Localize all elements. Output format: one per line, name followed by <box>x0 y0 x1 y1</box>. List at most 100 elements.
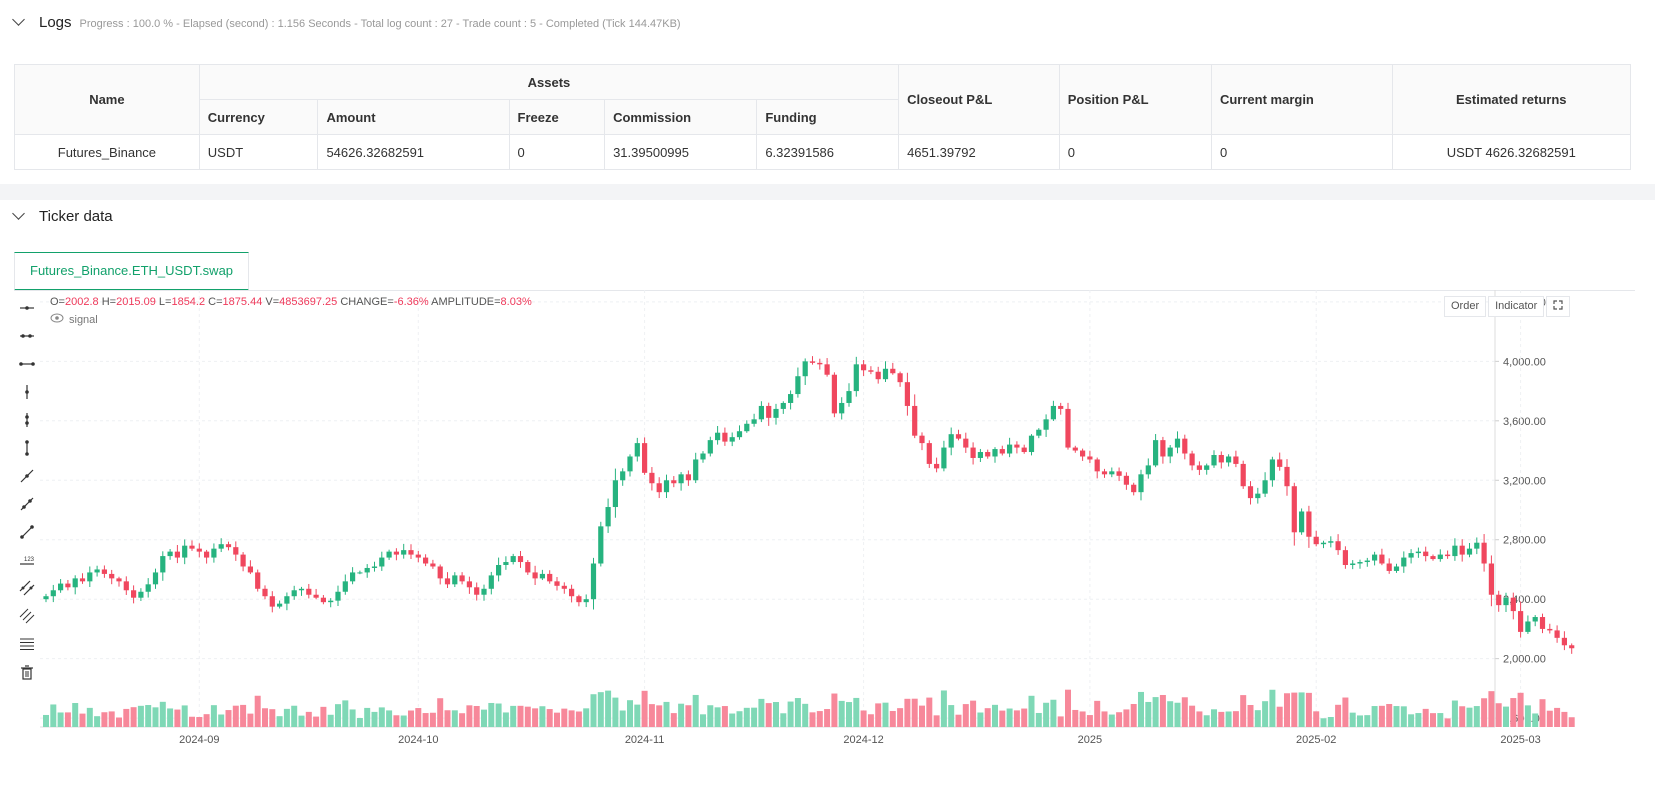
candle-body <box>167 551 173 557</box>
candle-body <box>992 449 998 457</box>
candle-body <box>328 600 334 603</box>
volume-bar <box>1006 708 1013 727</box>
chevron-down-icon[interactable] <box>12 13 25 26</box>
vertical-segment-icon[interactable] <box>17 410 37 430</box>
candle-body <box>342 581 348 592</box>
volume-bar <box>43 714 49 727</box>
candle-body <box>1174 438 1181 448</box>
volume-bar <box>816 711 823 727</box>
logs-title: Logs <box>39 14 72 31</box>
candle-body <box>79 578 86 582</box>
logs-header[interactable]: Logs Progress : 100.0 % - Elapsed (secon… <box>12 13 681 31</box>
candle-body <box>1145 465 1151 475</box>
volume-bar <box>838 700 845 727</box>
volume-bar <box>1459 706 1466 727</box>
o-label: O= <box>50 296 65 308</box>
vertical-extended-icon[interactable] <box>17 438 37 458</box>
y-tick-label: 4,000.00 <box>1503 356 1546 368</box>
candle-body <box>605 507 611 527</box>
candle-body <box>1131 484 1137 493</box>
candle-body <box>65 583 71 588</box>
candle-body <box>131 590 137 598</box>
volume-bar <box>765 703 772 727</box>
volume-bar <box>240 704 247 727</box>
parallel-channel-icon[interactable] <box>17 578 37 598</box>
ray-icon[interactable] <box>17 494 37 514</box>
fib-retracement-icon[interactable] <box>17 634 37 654</box>
candle-body <box>123 581 129 591</box>
order-button[interactable]: Order <box>1444 296 1487 317</box>
volume-bar <box>130 707 137 727</box>
candle-body <box>554 581 560 586</box>
volume-bar <box>1313 711 1320 727</box>
open-value: 2002.8 <box>64 296 99 308</box>
candle-body <box>620 471 626 481</box>
ticker-header[interactable]: Ticker data <box>12 207 113 225</box>
price-range-icon[interactable]: 123 <box>17 550 37 570</box>
candle-body <box>43 596 49 600</box>
y-tick-label: 3,600.00 <box>1503 416 1546 428</box>
volume-bar <box>283 708 290 727</box>
indicator-button[interactable]: Indicator <box>1488 296 1545 317</box>
volume-bar <box>72 703 79 727</box>
candlestick-chart[interactable]: 1,600.00 2,000.00 2,400.00 2,800.00 3,200.00… <box>40 290 1575 760</box>
candle-body <box>788 394 794 403</box>
candle-body <box>1386 563 1392 571</box>
candle-body <box>1393 566 1400 571</box>
x-tick-label: 2024-09 <box>179 734 219 746</box>
volume-bar <box>64 712 71 727</box>
candle-body <box>627 456 633 472</box>
x-tick-label: 2024-11 <box>625 734 665 746</box>
volume-bar <box>641 690 648 727</box>
volume-bar <box>1013 710 1020 727</box>
trend-line-icon[interactable] <box>17 466 37 486</box>
candle-body <box>1277 459 1283 467</box>
eye-icon[interactable] <box>50 313 64 326</box>
candle-body <box>1189 453 1195 466</box>
candle-body <box>941 447 947 469</box>
volume-bar <box>298 715 305 727</box>
candle-body <box>766 405 772 418</box>
chevron-down-icon[interactable] <box>12 207 25 220</box>
candle-body <box>1328 541 1334 543</box>
volume-bar <box>1422 708 1429 727</box>
candle-body <box>481 588 487 595</box>
signal-legend[interactable]: signal <box>50 313 98 326</box>
volume-bar <box>1393 706 1400 727</box>
candle-body <box>904 382 910 406</box>
vertical-line-icon[interactable] <box>17 382 37 402</box>
volume-bar <box>532 708 539 727</box>
tab-eth-usdt-swap[interactable]: Futures_Binance.ETH_USDT.swap <box>14 252 250 291</box>
candle-body <box>1007 444 1013 454</box>
trash-icon[interactable] <box>17 662 37 682</box>
volume-bar <box>1364 715 1371 727</box>
volume-bar <box>137 705 144 727</box>
c-label: C= <box>208 296 223 308</box>
candle-body <box>707 440 713 454</box>
candle-body <box>999 449 1005 454</box>
volume-bar <box>1086 715 1093 727</box>
volume-bar <box>1079 711 1086 727</box>
extended-trend-icon[interactable] <box>17 522 37 542</box>
horizontal-ray-icon[interactable] <box>17 326 37 346</box>
y-tick-label: 2,000.00 <box>1503 654 1546 666</box>
volume-bar <box>1349 712 1356 727</box>
volume-bar <box>926 697 933 727</box>
volume-bar <box>1101 711 1108 727</box>
col-commission: Commission <box>604 99 758 135</box>
fullscreen-icon[interactable] <box>1546 296 1571 317</box>
volume-bar <box>116 717 122 727</box>
ticker-panel: Ticker data Futures_Binance.ETH_USDT.swa… <box>0 200 1655 798</box>
candle-body <box>583 599 589 603</box>
x-tick-label: 2025-03 <box>1500 734 1540 746</box>
candle-body <box>1028 435 1035 453</box>
extended-line-icon[interactable] <box>17 354 37 374</box>
horizontal-line-icon[interactable] <box>17 298 37 318</box>
volume-bar <box>824 709 831 727</box>
multi-channel-icon[interactable] <box>17 606 37 626</box>
volume-bar <box>327 714 334 727</box>
volume-bar <box>554 712 560 727</box>
candle-body <box>780 402 786 409</box>
volume-bar <box>940 690 947 727</box>
volume-bar <box>1510 698 1517 727</box>
